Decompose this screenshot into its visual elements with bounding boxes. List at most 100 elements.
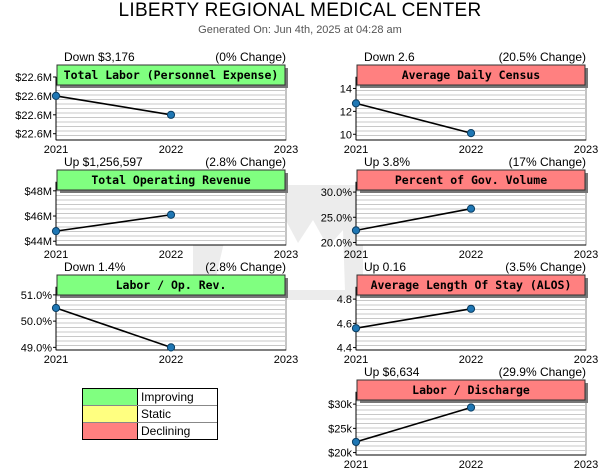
change-percent: (2.8% Change) — [205, 260, 286, 274]
chart-title: Average Daily Census — [402, 68, 540, 82]
data-point — [351, 226, 361, 235]
y-tick-label: $48M — [24, 186, 52, 198]
series-line — [55, 213, 172, 232]
chart-labor-op-rev: Down 1.4% (2.8% Change) Labor / Op. Rev. 49… — [6, 260, 298, 366]
title-bar — [356, 169, 586, 191]
chart-svg: Down $3,176 (0% Change) Total Labor (Perso… — [15, 50, 298, 156]
change-amount: Up 3.8% — [364, 155, 410, 169]
chart-title: Percent of Gov. Volume — [395, 173, 547, 187]
y-tick-label: $30k — [328, 399, 352, 411]
change-amount: Down 1.4% — [64, 260, 126, 274]
change-percent: (29.9% Change) — [499, 365, 586, 379]
chart-svg: Up 3.8% (17% Change) Percent of Gov. Volum… — [321, 155, 598, 261]
data-point — [51, 227, 61, 236]
series-line — [355, 102, 472, 134]
legend-label: Improving — [141, 390, 194, 404]
y-tick-label: 4.8 — [337, 294, 352, 306]
chart-average-length-of-stay: Up 0.16 (3.5% Change) Average Length Of St… — [306, 260, 599, 366]
chart-svg: Down 1.4% (2.8% Change) Labor / Op. Rev. 49… — [21, 260, 298, 366]
y-tick-label: $25k — [328, 423, 352, 435]
change-percent: (0% Change) — [215, 50, 286, 64]
chart-svg: Up $6,634 (29.9% Change) Labor / Discharge… — [328, 365, 598, 470]
x-tick-label: 2021 — [344, 144, 368, 156]
legend-swatch — [83, 406, 138, 422]
x-tick-label: 2023 — [274, 144, 298, 156]
series-line — [355, 308, 472, 329]
title-bar — [56, 274, 286, 296]
x-tick-label: 2022 — [159, 354, 183, 366]
report-title: LIBERTY REGIONAL MEDICAL CENTER — [118, 0, 482, 21]
change-percent: (20.5% Change) — [499, 50, 586, 64]
data-point — [466, 304, 476, 313]
series-line — [355, 406, 472, 443]
x-tick-label: 2023 — [274, 354, 298, 366]
chart-percent-gov-volume: Up 3.8% (17% Change) Percent of Gov. Volum… — [306, 155, 598, 261]
y-tick-label: 50.0% — [21, 316, 52, 328]
x-tick-label: 2021 — [44, 354, 68, 366]
y-tick-label: $44M — [24, 236, 52, 248]
y-tick-label: $20k — [328, 448, 352, 460]
data-point — [51, 303, 61, 313]
y-tick-label: 4.4 — [337, 343, 352, 355]
y-tick-label: 10 — [340, 129, 352, 141]
x-tick-label: 2022 — [459, 354, 483, 366]
x-tick-label: 2022 — [459, 144, 483, 156]
series-line — [55, 95, 172, 116]
x-tick-label: 2022 — [159, 249, 183, 261]
chart-svg: Down 2.6 (20.5% Change) Average Daily Cens… — [340, 50, 598, 156]
x-tick-label: 2023 — [574, 249, 598, 261]
data-point — [166, 343, 176, 352]
chart-title: Labor / Op. Rev. — [116, 278, 227, 292]
x-tick-label: 2021 — [44, 144, 68, 156]
chart-title: Total Operating Revenue — [91, 173, 250, 187]
legend-item-static: Static — [83, 406, 217, 423]
data-point — [351, 437, 361, 447]
chart-total-operating-revenue: Up $1,256,597 (2.8% Change) Total Operatin… — [6, 155, 298, 261]
data-point — [351, 99, 361, 108]
y-tick-label: $46M — [24, 211, 52, 223]
data-point — [166, 210, 176, 219]
y-tick-label: 20.0% — [321, 237, 352, 249]
change-amount: Down $3,176 — [64, 50, 135, 64]
chart-labor-per-discharge: Up $6,634 (29.9% Change) Labor / Discharge… — [306, 365, 598, 470]
title-bar — [356, 379, 586, 401]
generated-timestamp: Generated On: Jun 4th, 2025 at 04:28 am — [198, 24, 402, 36]
legend-label: Declining — [141, 424, 191, 438]
chart-title: Labor / Discharge — [412, 383, 530, 397]
change-amount: Up 0.16 — [364, 260, 406, 274]
title-bar — [356, 274, 586, 296]
legend-swatch — [83, 389, 138, 405]
legend-item-improving: Improving — [83, 389, 217, 406]
data-point — [466, 403, 476, 412]
chart-title: Total Labor (Personnel Expense) — [64, 68, 279, 82]
change-percent: (17% Change) — [509, 155, 586, 169]
series-line — [55, 307, 172, 349]
y-tick-label: $22.6M — [15, 110, 52, 122]
status-legend: Improving Static Declining — [82, 388, 218, 440]
series-line — [355, 207, 472, 232]
x-tick-label: 2021 — [344, 249, 368, 261]
change-amount: Up $6,634 — [364, 365, 420, 379]
change-percent: (3.5% Change) — [505, 260, 586, 274]
data-point — [466, 204, 476, 213]
y-tick-label: 14 — [340, 83, 352, 95]
legend-label: Static — [141, 407, 172, 421]
y-tick-label: $22.6M — [15, 72, 52, 84]
x-tick-label: 2022 — [159, 144, 183, 156]
y-tick-label: 25.0% — [321, 212, 352, 224]
chart-total-labor: Down $3,176 (0% Change) Total Labor (Perso… — [6, 50, 298, 156]
y-tick-label: 51.0% — [21, 290, 52, 302]
data-point — [466, 129, 476, 138]
chart-svg: Up $1,256,597 (2.8% Change) Total Operatin… — [24, 155, 298, 261]
chart-title: Average Length Of Stay (ALOS) — [371, 278, 572, 292]
y-tick-label: $22.6M — [15, 129, 52, 141]
title-bar — [356, 64, 586, 86]
y-tick-label: 12 — [340, 106, 352, 118]
change-percent: (2.8% Change) — [205, 155, 286, 169]
x-tick-label: 2021 — [344, 354, 368, 366]
legend-swatch — [83, 423, 138, 439]
chart-average-daily-census: Down 2.6 (20.5% Change) Average Daily Cens… — [306, 50, 598, 156]
title-bar — [56, 169, 286, 191]
x-tick-label: 2023 — [274, 249, 298, 261]
legend-item-declining: Declining — [83, 423, 217, 439]
